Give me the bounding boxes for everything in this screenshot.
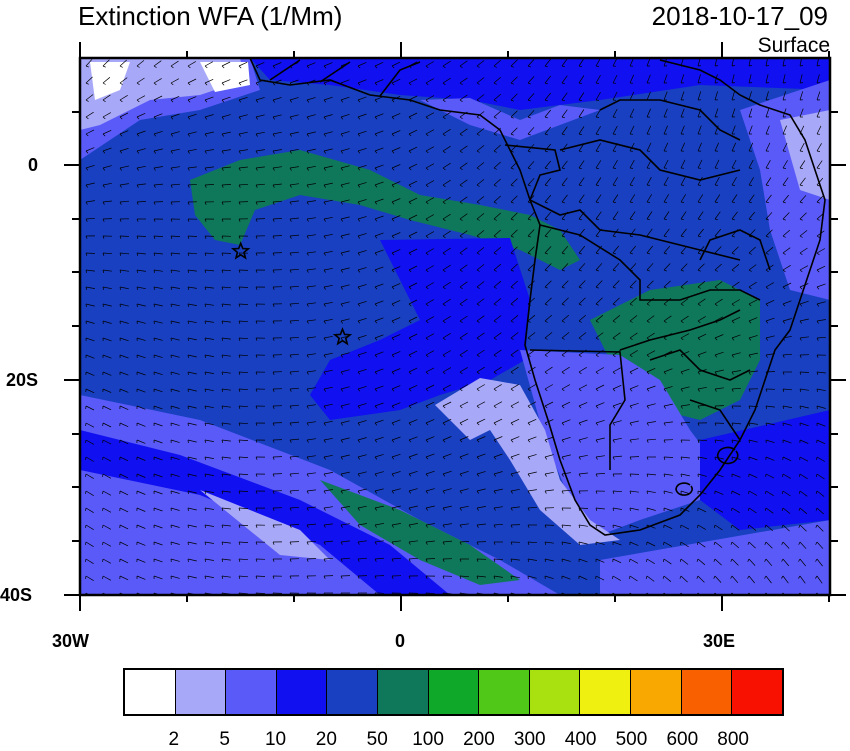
colorbar-label: 2 <box>169 729 180 751</box>
wind-barb-flag <box>613 168 616 169</box>
wind-barb-flag <box>732 440 733 443</box>
wind-barb <box>86 253 95 254</box>
wind-barb-flag <box>800 66 803 67</box>
wind-barb-flag <box>154 287 155 290</box>
wind-barb-flag <box>681 202 684 203</box>
wind-barb-flag <box>783 168 786 169</box>
wind-barb-flag <box>596 66 599 67</box>
wind-barb-flag <box>613 185 616 186</box>
wind-barb-flag <box>732 66 735 67</box>
wind-barb-flag <box>783 66 786 67</box>
wind-barb-flag <box>596 134 599 135</box>
colorbar-box <box>530 670 581 714</box>
wind-barb-flag <box>732 508 733 511</box>
wind-barb-flag <box>86 525 87 528</box>
wind-barb-flag <box>596 100 599 101</box>
colorbar-label: 500 <box>616 729 648 751</box>
wind-barb-flag <box>86 576 87 579</box>
lon-label-0: 0 <box>395 632 405 650</box>
colorbar-box <box>479 670 530 714</box>
colorbar-box <box>580 670 631 714</box>
wind-barb-flag <box>817 389 818 392</box>
wind-barb-flag <box>171 304 172 307</box>
wind-barb-flag <box>749 185 752 186</box>
wind-barb-flag <box>698 525 699 528</box>
lon-label-30w: 30W <box>52 632 89 650</box>
wind-barb-flag <box>188 338 189 341</box>
lon-label-30e: 30E <box>703 632 735 650</box>
wind-barb-flag <box>103 287 104 290</box>
colorbar-box <box>429 670 480 714</box>
lat-label-0: 0 <box>28 156 38 174</box>
wind-barb-flag <box>613 576 614 579</box>
wind-barb-flag <box>596 83 599 84</box>
wind-barb <box>137 236 146 237</box>
colorbar-label: 200 <box>463 729 495 751</box>
wind-barb-flag <box>766 66 769 67</box>
wind-barb <box>222 253 231 254</box>
wind-barb-flag <box>647 559 648 562</box>
colorbar-label: 800 <box>717 729 749 751</box>
colorbar-label: 50 <box>367 729 388 751</box>
colorbar-box <box>327 670 378 714</box>
wind-barb-flag <box>86 457 87 460</box>
wind-barb <box>766 372 775 373</box>
wind-barb-flag <box>647 202 650 203</box>
wind-barb-flag <box>154 304 155 307</box>
colorbar-box <box>732 670 782 714</box>
colorbar-box <box>125 670 176 714</box>
wind-barb <box>579 508 588 509</box>
wind-barb-flag <box>681 474 682 477</box>
wind-barb-flag <box>188 321 189 324</box>
wind-barb-flag <box>86 508 87 511</box>
wind-barb-flag <box>817 66 820 67</box>
colorbar-label: 300 <box>514 729 546 751</box>
wind-barb-flag <box>647 491 648 494</box>
wind-barb <box>307 559 316 560</box>
wind-barb-flag <box>511 576 512 579</box>
wind-barb <box>800 372 809 373</box>
wind-barb-flag <box>596 525 597 528</box>
wind-barb <box>188 236 197 237</box>
wind-barb-flag <box>766 491 767 494</box>
wind-barb-flag <box>120 287 121 290</box>
lat-label-20s: 20S <box>6 371 38 389</box>
colorbar-label: 20 <box>316 729 337 751</box>
colorbar-label: 10 <box>265 729 286 751</box>
colorbar-box <box>277 670 328 714</box>
wind-barb-flag <box>86 491 87 494</box>
wind-barb-flag <box>545 559 546 562</box>
colorbar-box <box>176 670 227 714</box>
colorbar <box>123 668 784 716</box>
wind-barb <box>664 457 673 458</box>
wind-barb-flag <box>596 151 599 152</box>
wind-barb-flag <box>188 355 189 358</box>
wind-barb-flag <box>596 117 599 118</box>
wind-barb-flag <box>732 185 735 186</box>
wind-barb-flag <box>630 185 633 186</box>
lat-label-40s: 40S <box>0 586 32 604</box>
wind-barb-flag <box>766 423 767 426</box>
colorbar-box <box>226 670 277 714</box>
colorbar-box <box>378 670 429 714</box>
colorbar-box <box>682 670 733 714</box>
colorbar-label: 600 <box>666 729 698 751</box>
colorbar-labels: 2 5 10 20 50 100 200 300 400 500 600 800 <box>0 729 850 751</box>
colorbar-box <box>631 670 682 714</box>
colorbar-label: 100 <box>412 729 444 751</box>
wind-barb <box>426 559 435 560</box>
wind-barb-flag <box>817 151 820 152</box>
wind-barb-flag <box>86 474 87 477</box>
wind-barb-flag <box>664 202 667 203</box>
colorbar-label: 5 <box>219 729 230 751</box>
wind-barb <box>239 287 248 288</box>
wind-barb-flag <box>749 66 752 67</box>
wind-barb-flag <box>137 287 138 290</box>
wind-barb <box>256 576 265 577</box>
wind-barb <box>273 236 282 237</box>
map-field <box>80 57 830 600</box>
colorbar-label: 400 <box>565 729 597 751</box>
